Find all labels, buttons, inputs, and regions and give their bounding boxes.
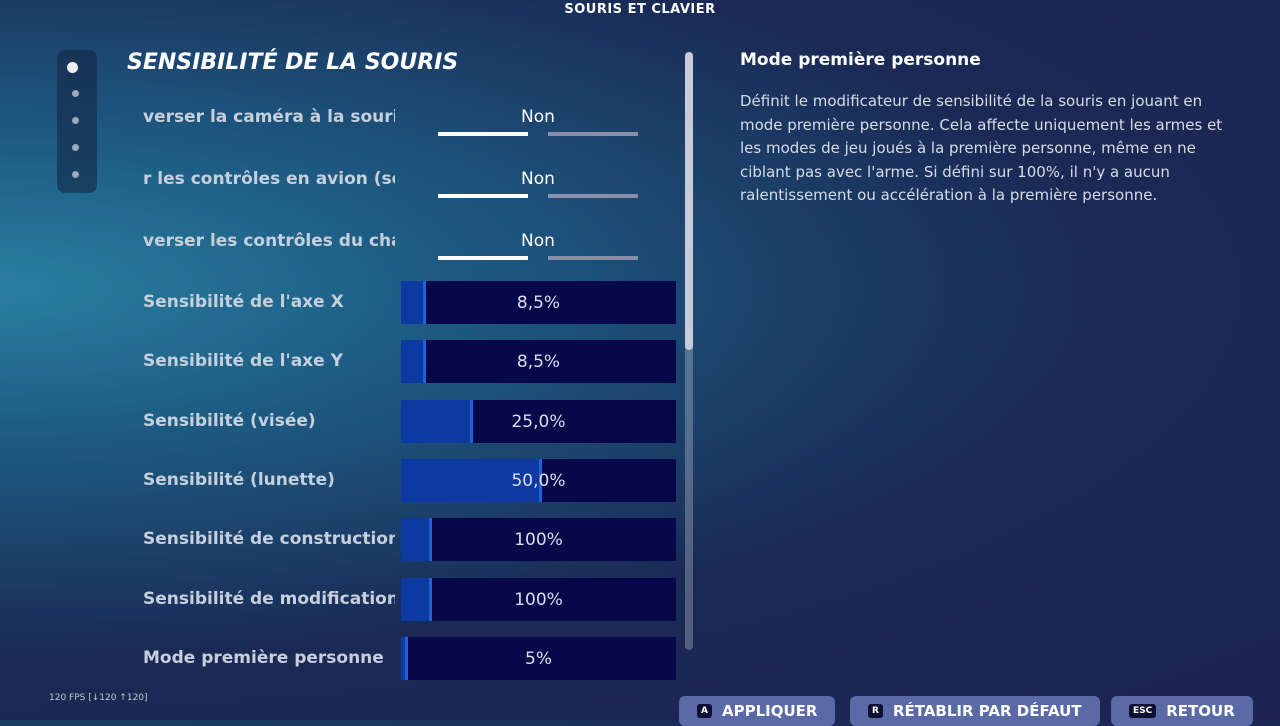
tab-dot[interactable] [72,144,79,151]
setting-label: Mode première personne [143,647,384,668]
tab-dot[interactable] [72,117,79,124]
slider-fill [401,577,432,621]
slider-fill [401,518,432,562]
setting-label: Sensibilité de construction [143,529,395,550]
setting-label: r les contrôles en avion (so [143,169,395,189]
slider[interactable]: 100% [401,577,676,621]
slider[interactable]: 8,5% [401,340,676,384]
slider-fill [401,636,409,680]
button-label: RETOUR [1166,702,1235,720]
slider-value: 100% [514,530,563,551]
footer-button[interactable]: A APPLIQUER [679,696,836,726]
toggle-option[interactable] [548,132,638,136]
setting-label: Sensibilité de l'axe X [143,292,344,312]
slider-fill [401,458,542,502]
screen-title: SOURIS ET CLAVIER [564,2,716,17]
section-title: SENSIBILITÉ DE LA SOURIS [127,50,459,75]
slider[interactable]: 100% [401,518,676,562]
button-label: APPLIQUER [721,702,818,720]
toggle-option[interactable] [548,194,638,198]
tab-nav [57,50,97,193]
toggle-value[interactable]: Non [521,231,555,251]
slider-value: 5% [525,648,552,669]
scroll-thumb[interactable] [685,52,693,350]
detail-description: Définit le modificateur de sensibilité d… [740,92,1223,204]
toggle-option[interactable] [548,256,638,260]
slider-fill [401,399,473,443]
scrollbar [685,52,693,650]
toggle-value[interactable]: Non [521,169,555,189]
slider-value: 8,5% [516,293,561,313]
settings-list: verser la caméra à la souris Non r les con… [143,107,676,680]
toggle-option[interactable] [438,194,528,198]
toggle-option[interactable] [438,256,528,260]
slider[interactable]: 50,0% [401,458,676,502]
tab-dot[interactable] [72,171,79,178]
button-label: RÉTABLIR PAR DÉFAUT [892,702,1082,720]
toggle-value[interactable]: Non [521,107,555,127]
toggle-option[interactable] [438,132,528,136]
key-hint: A [697,704,712,718]
slider-value: 100% [514,589,563,610]
setting-label: Sensibilité de modification [143,588,395,609]
slider[interactable]: 5% [401,636,676,680]
setting-label: Sensibilité (visée) [143,410,316,431]
key-hint: ESC [1129,704,1157,718]
slider[interactable]: 25,0% [401,399,676,443]
slider-fill [401,281,426,324]
fps-counter: 120 FPS [↓120 ↑120] [49,693,148,703]
slider-fill [401,340,426,384]
slider-value: 50,0% [511,470,566,491]
detail-title: Mode première personne [740,50,981,70]
key-hint: R [868,704,883,718]
tab-dot[interactable] [67,62,78,73]
setting-label: Sensibilité (lunette) [143,469,335,490]
slider-value: 8,5% [516,352,561,373]
setting-label: verser les contrôles du cha [143,231,395,251]
slider-value: 25,0% [511,411,566,432]
setting-label: verser la caméra à la souris [143,107,395,127]
setting-label: Sensibilité de l'axe Y [143,351,343,372]
slider[interactable]: 8,5% [401,281,676,324]
footer-button[interactable]: R RÉTABLIR PAR DÉFAUT [850,696,1100,726]
tab-dot[interactable] [72,90,79,97]
footer-button[interactable]: ESC RETOUR [1111,696,1253,726]
